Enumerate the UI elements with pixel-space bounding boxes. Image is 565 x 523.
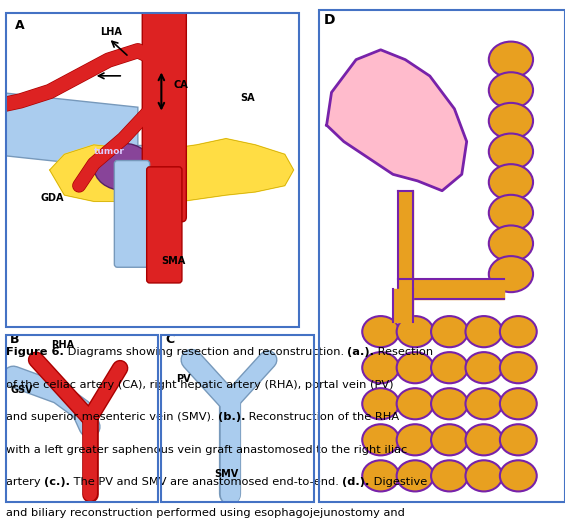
Ellipse shape bbox=[489, 164, 533, 200]
Ellipse shape bbox=[362, 424, 399, 456]
Text: Figure 6.: Figure 6. bbox=[6, 347, 63, 357]
Text: and superior mesenteric vein (SMV).: and superior mesenteric vein (SMV). bbox=[6, 412, 218, 422]
Ellipse shape bbox=[397, 460, 433, 492]
Ellipse shape bbox=[362, 388, 399, 419]
Ellipse shape bbox=[397, 316, 433, 347]
Ellipse shape bbox=[489, 195, 533, 231]
Ellipse shape bbox=[489, 72, 533, 108]
Ellipse shape bbox=[489, 103, 533, 139]
Text: CA: CA bbox=[173, 81, 188, 90]
Ellipse shape bbox=[489, 42, 533, 77]
Text: RHA: RHA bbox=[51, 340, 75, 350]
Text: GSV: GSV bbox=[10, 385, 33, 395]
Ellipse shape bbox=[431, 388, 468, 419]
Ellipse shape bbox=[500, 352, 537, 383]
Ellipse shape bbox=[466, 424, 502, 456]
FancyBboxPatch shape bbox=[114, 161, 150, 267]
FancyBboxPatch shape bbox=[142, 8, 186, 222]
Ellipse shape bbox=[466, 388, 502, 419]
Ellipse shape bbox=[489, 225, 533, 262]
Ellipse shape bbox=[397, 352, 433, 383]
Polygon shape bbox=[50, 139, 294, 201]
Text: with a left greater saphenous vein graft anastomosed to the right iliac: with a left greater saphenous vein graft… bbox=[6, 445, 407, 454]
Ellipse shape bbox=[362, 316, 399, 347]
Polygon shape bbox=[398, 279, 503, 299]
Ellipse shape bbox=[489, 133, 533, 169]
Ellipse shape bbox=[500, 388, 537, 419]
Text: Resection: Resection bbox=[374, 347, 433, 357]
Ellipse shape bbox=[431, 460, 468, 492]
Ellipse shape bbox=[431, 352, 468, 383]
Text: Digestive: Digestive bbox=[370, 477, 427, 487]
Text: (c.).: (c.). bbox=[44, 477, 70, 487]
Ellipse shape bbox=[397, 424, 433, 456]
Ellipse shape bbox=[397, 388, 433, 419]
Text: tumor: tumor bbox=[94, 147, 125, 156]
Ellipse shape bbox=[466, 460, 502, 492]
Ellipse shape bbox=[431, 316, 468, 347]
Text: B: B bbox=[10, 333, 20, 346]
Text: PV: PV bbox=[176, 373, 191, 383]
Ellipse shape bbox=[431, 424, 468, 456]
Ellipse shape bbox=[362, 352, 399, 383]
Text: SMV: SMV bbox=[215, 469, 238, 479]
Polygon shape bbox=[398, 191, 412, 289]
Ellipse shape bbox=[466, 352, 502, 383]
Text: of the celiac artery (CA), right hepatic artery (RHA), portal vein (PV): of the celiac artery (CA), right hepatic… bbox=[6, 380, 393, 390]
Ellipse shape bbox=[500, 316, 537, 347]
Text: The PV and SMV are anastomosed end-to-end.: The PV and SMV are anastomosed end-to-en… bbox=[70, 477, 342, 487]
Ellipse shape bbox=[466, 316, 502, 347]
Ellipse shape bbox=[500, 424, 537, 456]
Text: D: D bbox=[324, 13, 336, 27]
Polygon shape bbox=[393, 289, 412, 322]
Polygon shape bbox=[118, 145, 167, 186]
FancyBboxPatch shape bbox=[147, 167, 182, 283]
Text: (d.).: (d.). bbox=[342, 477, 370, 487]
Text: GDA: GDA bbox=[41, 194, 64, 203]
Ellipse shape bbox=[94, 143, 153, 190]
Text: SMA: SMA bbox=[162, 256, 186, 266]
Text: (b.).: (b.). bbox=[218, 412, 245, 422]
Text: SA: SA bbox=[241, 93, 255, 103]
Ellipse shape bbox=[362, 460, 399, 492]
Text: artery: artery bbox=[6, 477, 44, 487]
Text: A: A bbox=[15, 19, 24, 32]
Text: and biliary reconstruction performed using esophagojejunostomy and: and biliary reconstruction performed usi… bbox=[6, 508, 405, 518]
Text: LHA: LHA bbox=[99, 27, 121, 37]
Polygon shape bbox=[0, 92, 138, 170]
Text: Diagrams showing resection and reconstruction.: Diagrams showing resection and reconstru… bbox=[63, 347, 347, 357]
Text: (a.).: (a.). bbox=[347, 347, 374, 357]
Text: Reconstruction of the RHA: Reconstruction of the RHA bbox=[245, 412, 399, 422]
Polygon shape bbox=[327, 50, 467, 191]
Text: C: C bbox=[166, 333, 175, 346]
Ellipse shape bbox=[500, 460, 537, 492]
Ellipse shape bbox=[489, 256, 533, 292]
